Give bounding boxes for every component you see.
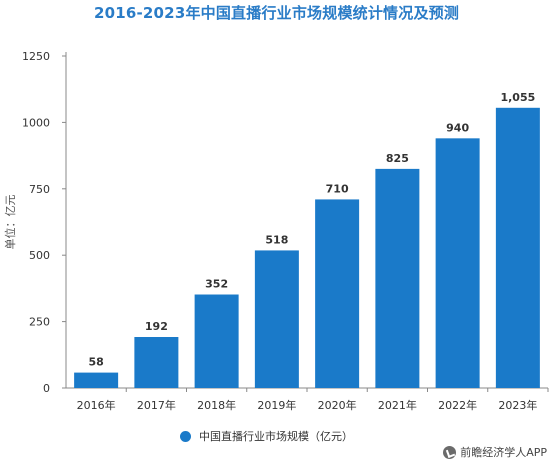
x-tick-label: 2019年 bbox=[257, 398, 296, 412]
bar-value-label: 710 bbox=[326, 182, 349, 195]
bar bbox=[134, 337, 179, 388]
x-tick-label: 2021年 bbox=[378, 398, 417, 412]
bar-value-label: 192 bbox=[145, 320, 168, 333]
x-tick-label: 2023年 bbox=[498, 398, 537, 412]
y-tick-label: 250 bbox=[29, 316, 50, 329]
legend: 中国直播行业市场规模（亿元） bbox=[180, 428, 353, 444]
y-tick-label: 1250 bbox=[22, 50, 50, 63]
bar bbox=[375, 168, 420, 388]
bar bbox=[254, 250, 299, 388]
bar bbox=[495, 107, 540, 389]
bar-value-label: 518 bbox=[265, 233, 288, 246]
watermark-text: 前瞻经济学人APP bbox=[460, 446, 547, 459]
watermark: 前瞻经济学人APP bbox=[443, 444, 547, 460]
bar-value-label: 352 bbox=[205, 278, 228, 291]
y-axis-label: 单位：亿元 bbox=[3, 195, 17, 250]
qianzhan-logo-icon bbox=[443, 445, 457, 459]
bar-value-label: 1,055 bbox=[500, 91, 535, 104]
y-tick-label: 0 bbox=[43, 382, 50, 395]
bar bbox=[315, 199, 360, 388]
legend-marker bbox=[180, 430, 191, 442]
x-tick-label: 2018年 bbox=[197, 398, 236, 412]
x-tick-label: 2022年 bbox=[438, 398, 477, 412]
x-tick-label: 2017年 bbox=[137, 398, 176, 412]
x-tick-label: 2020年 bbox=[318, 398, 357, 412]
bar-value-label: 825 bbox=[386, 152, 409, 165]
chart-title: 2016-2023年中国直播行业市场规模统计情况及预测 bbox=[93, 4, 460, 22]
y-tick-label: 500 bbox=[29, 249, 50, 262]
bar bbox=[74, 372, 119, 388]
legend-label: 中国直播行业市场规模（亿元） bbox=[199, 430, 353, 443]
bar-value-label: 58 bbox=[88, 356, 103, 369]
bar bbox=[435, 138, 480, 388]
bar-value-label: 940 bbox=[446, 121, 469, 134]
y-tick-label: 750 bbox=[29, 183, 50, 196]
y-tick-label: 1000 bbox=[22, 116, 50, 129]
x-tick-label: 2016年 bbox=[77, 398, 116, 412]
bar bbox=[194, 294, 239, 388]
